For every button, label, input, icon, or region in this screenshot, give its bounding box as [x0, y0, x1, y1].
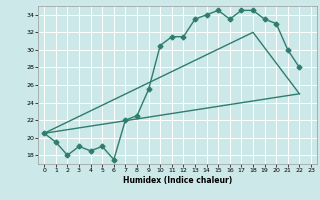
- X-axis label: Humidex (Indice chaleur): Humidex (Indice chaleur): [123, 176, 232, 185]
